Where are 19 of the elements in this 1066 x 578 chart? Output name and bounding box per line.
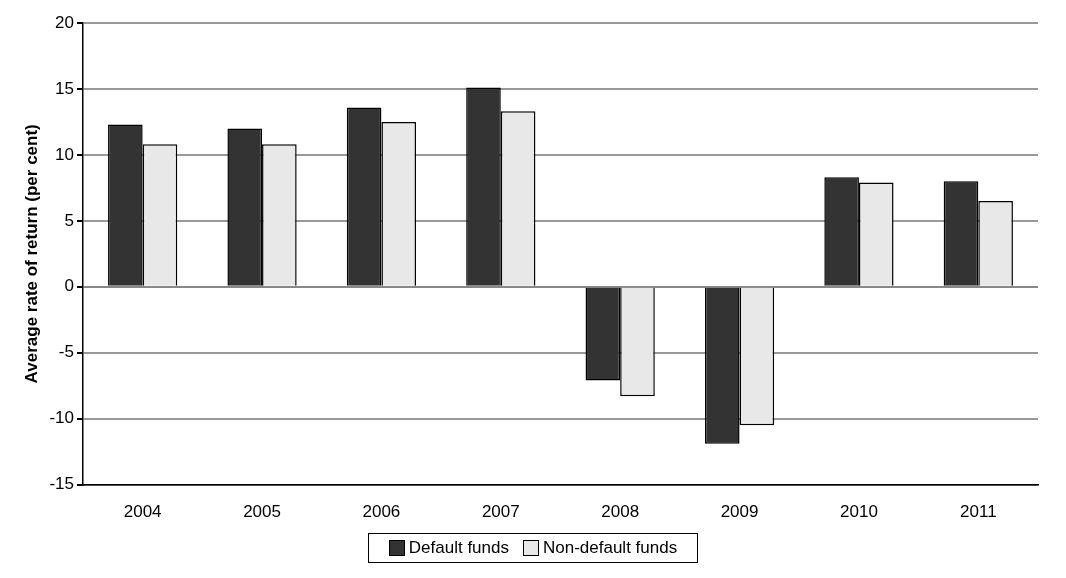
x-tick-label: 2005 bbox=[243, 502, 281, 522]
y-tick-label: 0 bbox=[64, 276, 74, 296]
x-tick-label: 2011 bbox=[960, 502, 997, 522]
y-tick-label: 5 bbox=[64, 210, 74, 230]
y-tick-label: -5 bbox=[58, 342, 74, 362]
x-tick-label: 2008 bbox=[601, 502, 640, 522]
x-tick-label: 2004 bbox=[123, 502, 162, 522]
y-tick-label: 10 bbox=[55, 144, 74, 164]
y-tick-label: 20 bbox=[55, 12, 74, 32]
y-tick-label: 15 bbox=[55, 78, 74, 98]
legend-label: Default funds bbox=[408, 538, 509, 558]
legend-label: Non-default funds bbox=[542, 538, 678, 558]
y-axis-title: Average rate of return (per cent) bbox=[21, 124, 41, 384]
x-tick-label: 2010 bbox=[840, 502, 878, 522]
y-tick-label: -15 bbox=[49, 474, 74, 494]
x-tick-label: 2006 bbox=[362, 502, 401, 522]
x-tick-label: 2007 bbox=[481, 502, 520, 522]
y-tick-label: -10 bbox=[49, 408, 74, 428]
x-tick-label: 2009 bbox=[720, 502, 759, 522]
